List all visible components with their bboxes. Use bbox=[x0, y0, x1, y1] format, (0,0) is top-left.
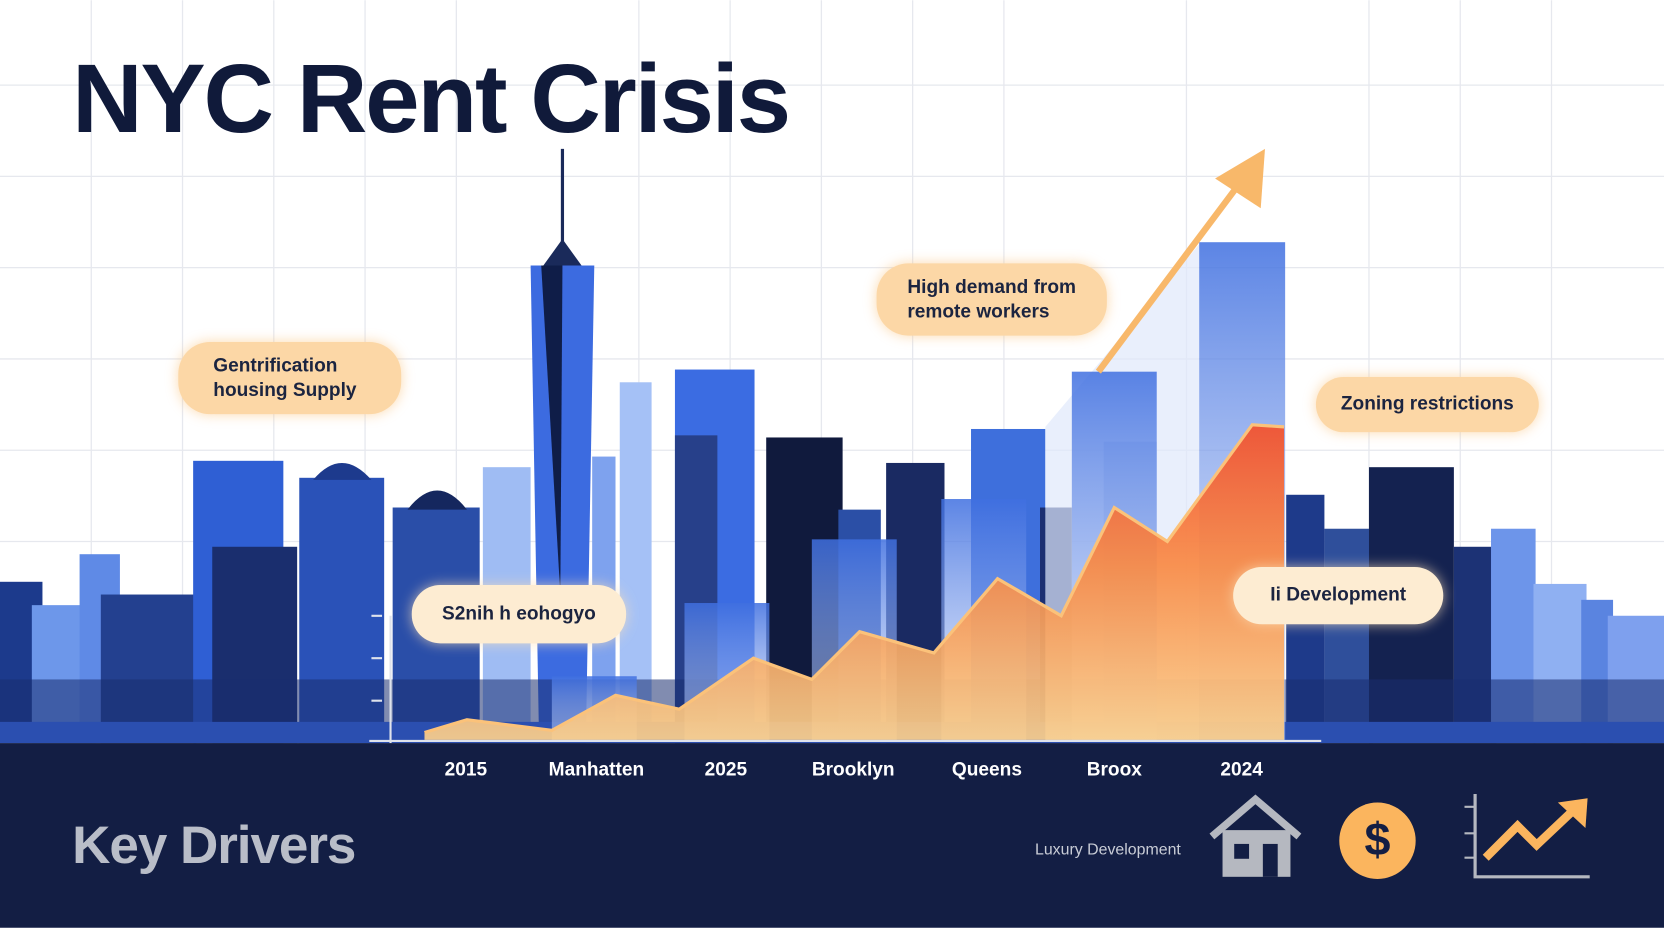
y-axis bbox=[369, 614, 1322, 754]
callout-text: housing Supply bbox=[213, 380, 357, 401]
axis-label: Queens bbox=[952, 760, 1022, 781]
callout-text: Gentrification bbox=[213, 355, 337, 376]
callouts: Gentrification housing Supply High deman… bbox=[178, 263, 1539, 644]
footer-heading: Key Drivers bbox=[72, 816, 355, 875]
axis-label: 2015 bbox=[445, 760, 488, 781]
callout-text: S2nih h eohogyo bbox=[442, 604, 596, 625]
growth-icon bbox=[1464, 794, 1590, 879]
axis-label: 2024 bbox=[1220, 760, 1263, 781]
dollar-icon bbox=[1339, 802, 1416, 879]
rent-line bbox=[424, 423, 1285, 735]
house-icon bbox=[1209, 794, 1302, 877]
axis-label: 2025 bbox=[705, 760, 748, 781]
axis-label: Broox bbox=[1087, 760, 1143, 781]
title: NYC Rent Crisis bbox=[72, 44, 789, 153]
rent-area bbox=[424, 424, 1285, 740]
axis-label: Brooklyn bbox=[812, 760, 895, 781]
axis-label: Manhatten bbox=[549, 760, 644, 781]
footer-caption: Luxury Development bbox=[1035, 841, 1181, 858]
callout-text: Zoning restrictions bbox=[1341, 394, 1514, 415]
callout-text: remote workers bbox=[907, 301, 1049, 322]
trend-arrow bbox=[1095, 148, 1265, 374]
callout-text: Ii Development bbox=[1270, 585, 1406, 606]
dollar-sign: $ bbox=[1364, 813, 1390, 865]
axis-labels: 2015 Manhatten 2025 Brooklyn Queens Broo… bbox=[445, 760, 1264, 781]
callout-text: High demand from bbox=[907, 277, 1076, 298]
